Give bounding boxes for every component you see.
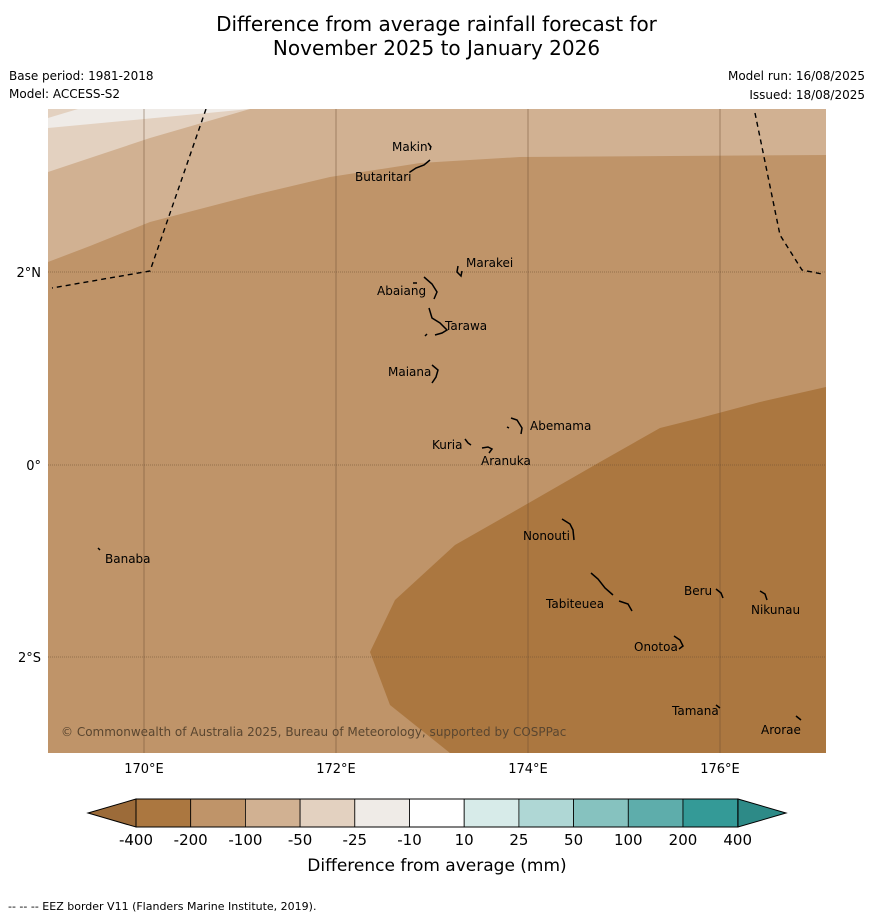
colorbar-segment bbox=[354, 798, 410, 828]
place-label-marakei: Marakei bbox=[466, 256, 513, 270]
eez-borders bbox=[51, 109, 823, 289]
island-tamana bbox=[715, 704, 721, 709]
island-maiana bbox=[431, 364, 439, 384]
island-nikunau bbox=[759, 590, 768, 601]
colorbar-segment bbox=[518, 798, 575, 828]
place-label-maiana: Maiana bbox=[388, 365, 431, 379]
place-label-kuria: Kuria bbox=[432, 438, 463, 452]
longitude-tick-174e: 174°E bbox=[508, 762, 548, 777]
colorbar-tick-label: 50 bbox=[564, 831, 583, 849]
colorbar-tick-label: 100 bbox=[614, 831, 643, 849]
colorbar-segment bbox=[299, 798, 356, 828]
model-run-text: Model run: 16/08/2025 bbox=[727, 69, 865, 83]
place-label-arorae: Arorae bbox=[761, 723, 801, 737]
eez-footnote: -- -- -- EEZ border V11 (Flanders Marine… bbox=[8, 900, 317, 913]
colorbar: -400 -200 -100 -50 -25 -10 10 25 50 100 200 400 Dif… bbox=[86, 798, 788, 876]
latitude-tick-2s: 2°S bbox=[18, 651, 41, 666]
fill-region-minus-25 bbox=[48, 109, 250, 128]
island-beru bbox=[715, 588, 724, 599]
eez-border-west bbox=[51, 109, 207, 289]
fill-region-minus-50 bbox=[48, 109, 250, 172]
colorbar-segments bbox=[135, 798, 739, 828]
colorbar-tick-label: -10 bbox=[397, 831, 422, 849]
latitude-tick-0: 0° bbox=[26, 459, 41, 474]
island-tabiteuea bbox=[590, 572, 633, 612]
place-labels: Makin Butaritari Marakei Abaiang Tarawa … bbox=[105, 140, 801, 737]
colorbar-labels: -400 -200 -100 -50 -25 -10 10 25 50 100 200 400 bbox=[119, 831, 752, 849]
base-period-text: Base period: 1981-2018 bbox=[9, 69, 154, 83]
colorbar-tick-label: 25 bbox=[509, 831, 528, 849]
longitude-tick-170e: 170°E bbox=[124, 762, 164, 777]
colorbar-frame bbox=[135, 798, 739, 828]
place-label-tabiteuea: Tabiteuea bbox=[545, 597, 604, 611]
map-title-line-1: Difference from average rainfall forecas… bbox=[216, 12, 657, 36]
colorbar-segment bbox=[682, 798, 739, 828]
island-butaritari bbox=[409, 159, 431, 173]
colorbar-segment bbox=[573, 798, 629, 828]
place-label-abemama: Abemama bbox=[530, 419, 591, 433]
colorbar-tick-label: -200 bbox=[174, 831, 208, 849]
island-makin bbox=[427, 142, 432, 151]
colorbar-extend-low bbox=[86, 798, 137, 828]
colorbar-segment bbox=[190, 798, 246, 828]
place-label-butaritari: Butaritari bbox=[355, 170, 412, 184]
place-label-banaba: Banaba bbox=[105, 552, 151, 566]
colorbar-title: Difference from average (mm) bbox=[307, 856, 566, 876]
place-label-makin: Makin bbox=[392, 140, 428, 154]
model-text: Model: ACCESS-S2 bbox=[9, 87, 121, 101]
colorbar-tick-label: -25 bbox=[343, 831, 368, 849]
axis-labels: 170°E 172°E 174°E 176°E 2°N 0° 2°S bbox=[17, 266, 740, 777]
island-tarawa bbox=[424, 307, 449, 337]
place-label-abaiang: Abaiang bbox=[377, 284, 426, 298]
colorbar-tick-label: -100 bbox=[228, 831, 262, 849]
colorbar-tick-label: 400 bbox=[723, 831, 752, 849]
colorbar-segment bbox=[463, 798, 520, 828]
colorbar-tick-label: 10 bbox=[455, 831, 474, 849]
longitude-tick-176e: 176°E bbox=[700, 762, 740, 777]
island-arorae bbox=[795, 715, 802, 721]
island-nonouti bbox=[561, 518, 575, 541]
island-onotoa bbox=[673, 635, 684, 650]
gridlines bbox=[48, 109, 826, 753]
place-label-aranuka: Aranuka bbox=[481, 454, 531, 468]
copyright-text: © Commonwealth of Australia 2025, Bureau… bbox=[61, 725, 566, 739]
rainfall-map: Makin Butaritari Marakei Abaiang Tarawa … bbox=[48, 109, 826, 753]
colorbar-segment bbox=[135, 798, 192, 828]
colorbar-tick-label: -400 bbox=[119, 831, 153, 849]
place-label-onotoa: Onotoa bbox=[634, 640, 678, 654]
place-label-tamana: Tamana bbox=[671, 704, 719, 718]
place-label-tarawa: Tarawa bbox=[444, 319, 487, 333]
eez-border-east bbox=[754, 112, 823, 275]
colorbar-tick-label: 200 bbox=[669, 831, 698, 849]
colorbar-extend-high bbox=[737, 798, 788, 828]
island-banaba bbox=[97, 547, 101, 551]
colorbar-segment bbox=[409, 798, 465, 828]
fill-region-minus-400 bbox=[370, 387, 826, 753]
island-abemama bbox=[506, 417, 523, 435]
latitude-tick-2n: 2°N bbox=[17, 266, 42, 281]
colorbar-segment bbox=[244, 798, 301, 828]
place-label-nonouti: Nonouti bbox=[523, 529, 570, 543]
fill-region-minus-100 bbox=[48, 109, 826, 262]
island-abaiang bbox=[413, 276, 438, 300]
colorbar-segment bbox=[627, 798, 684, 828]
island-outlines bbox=[97, 142, 802, 721]
island-aranuka bbox=[481, 446, 494, 454]
place-label-beru: Beru bbox=[684, 584, 712, 598]
longitude-tick-172e: 172°E bbox=[316, 762, 356, 777]
island-marakei bbox=[456, 265, 463, 278]
issued-text: Issued: 18/08/2025 bbox=[749, 88, 865, 102]
island-kuria bbox=[464, 438, 472, 446]
map-title-line-2: November 2025 to January 2026 bbox=[272, 36, 601, 60]
colorbar-tick-label: -50 bbox=[288, 831, 313, 849]
place-label-nikunau: Nikunau bbox=[751, 603, 800, 617]
